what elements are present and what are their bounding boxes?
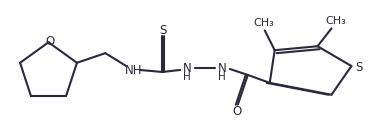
Text: O: O xyxy=(232,105,242,118)
Text: S: S xyxy=(159,24,167,37)
Text: N: N xyxy=(183,62,191,75)
Text: H: H xyxy=(183,72,191,82)
Text: CH₃: CH₃ xyxy=(325,16,346,26)
Text: N: N xyxy=(218,62,226,75)
Text: NH: NH xyxy=(124,64,142,77)
Text: H: H xyxy=(218,72,226,82)
Text: CH₃: CH₃ xyxy=(253,18,274,28)
Text: O: O xyxy=(45,35,54,48)
Text: S: S xyxy=(356,61,363,74)
